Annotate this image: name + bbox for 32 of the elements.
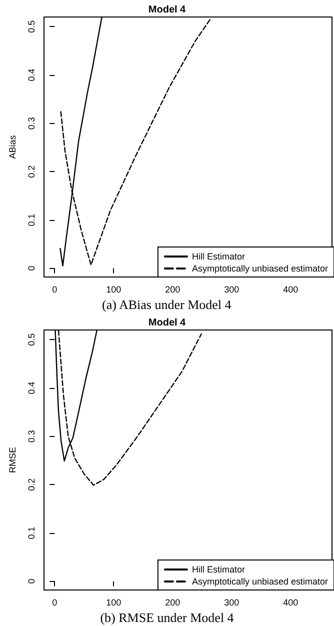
chart-title: Model 4 bbox=[148, 4, 186, 16]
y-tick-label: 0.4 bbox=[26, 382, 36, 394]
y-tick-label: 0.5 bbox=[26, 20, 36, 33]
y-tick-label: 0.5 bbox=[26, 333, 36, 346]
y-axis-title: RMSE bbox=[8, 446, 18, 474]
x-tick-label: 300 bbox=[224, 598, 240, 608]
legend-label: Asymptotically unbiased estimator bbox=[192, 264, 328, 274]
legend-label: Hill Estimator bbox=[192, 252, 245, 262]
x-tick-label: 0 bbox=[52, 598, 58, 608]
y-tick-label: 0.1 bbox=[26, 214, 36, 226]
x-tick-label: 100 bbox=[106, 284, 122, 294]
y-tick-label: 0.2 bbox=[26, 165, 36, 178]
x-tick-label: 0 bbox=[52, 284, 58, 294]
x-tick-label: 200 bbox=[165, 284, 180, 294]
x-tick-label: 400 bbox=[283, 284, 298, 294]
y-tick-label: 0.1 bbox=[26, 526, 36, 540]
legend-label: Asymptotically unbiased estimator bbox=[192, 576, 328, 586]
y-tick-label: 0.3 bbox=[26, 117, 36, 130]
legend-label: Hill Estimator bbox=[192, 564, 245, 574]
y-axis-title: ABias bbox=[8, 134, 18, 159]
text: (b) RMSE under Model 4 bbox=[100, 610, 234, 625]
x-tick-label: 400 bbox=[283, 598, 298, 608]
x-tick-label: 200 bbox=[165, 598, 180, 608]
x-tick-label: 300 bbox=[224, 284, 240, 294]
y-tick-label: 0 bbox=[26, 578, 36, 584]
chart-title: Model 4 bbox=[148, 318, 186, 328]
text: (a) ABias under Model 4 bbox=[102, 297, 232, 312]
x-tick-label: 100 bbox=[106, 598, 122, 608]
y-tick-label: 0.4 bbox=[26, 68, 36, 82]
y-tick-label: 0.2 bbox=[26, 478, 36, 491]
y-tick-label: 0.3 bbox=[26, 430, 36, 443]
y-tick-label: 0 bbox=[26, 266, 36, 271]
